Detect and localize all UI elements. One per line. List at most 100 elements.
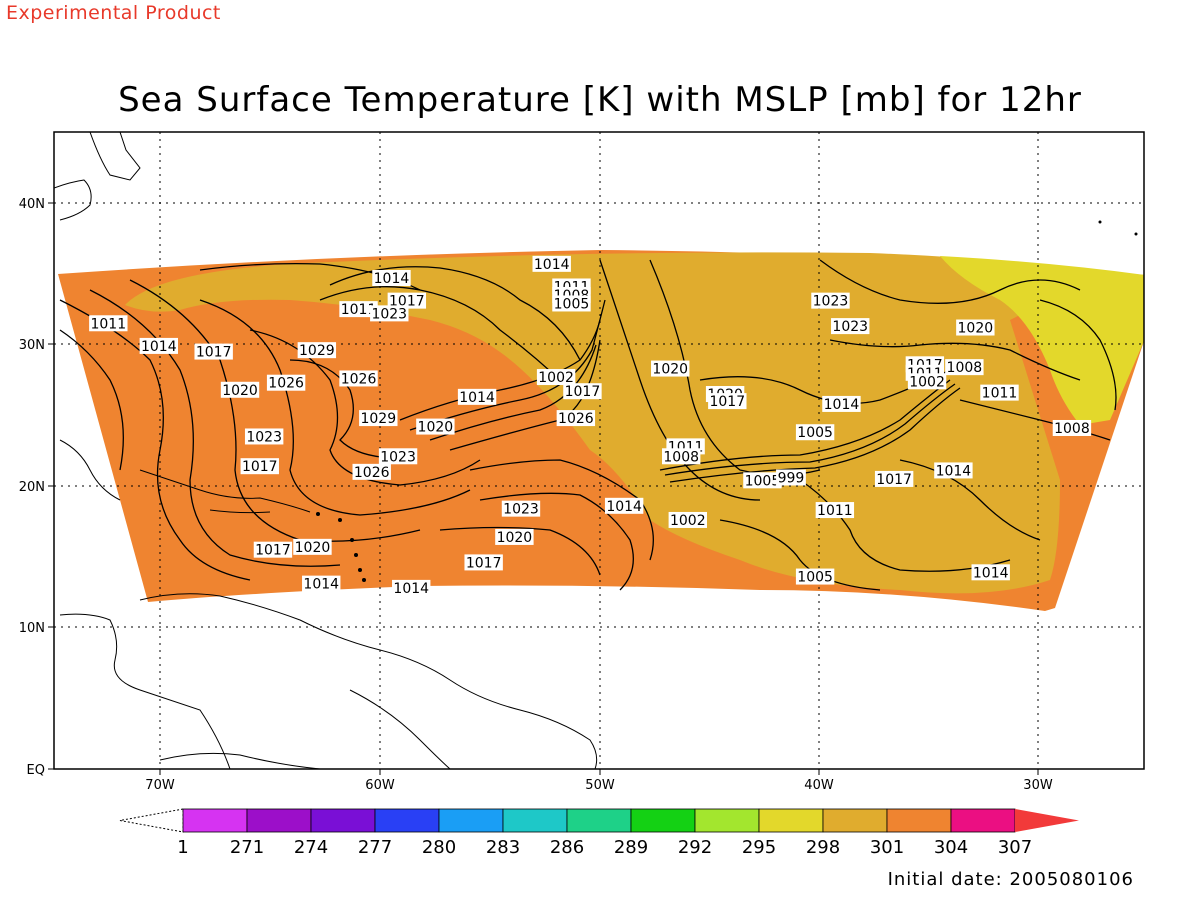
- isobar-label-bg: [776, 469, 806, 486]
- isobar-label-text: 1026: [341, 371, 377, 387]
- isobar-label-bg: [668, 511, 707, 528]
- colorbar-label: 283: [486, 837, 520, 858]
- isobar-label: 1014: [822, 395, 861, 413]
- isobar-label-text: 1026: [354, 465, 390, 481]
- colorbar-label: 289: [614, 837, 648, 858]
- colorbar-segment: [438, 808, 504, 833]
- isobar-label: 1005: [743, 472, 782, 489]
- isobar-label: 1023: [501, 500, 541, 518]
- isobar-label: 1023: [831, 318, 870, 335]
- sst-field-mid: [125, 252, 1100, 594]
- isobar-label-bg: [980, 384, 1019, 401]
- lat-tick-label: 10N: [19, 621, 45, 636]
- isobar-label: 1026: [339, 370, 378, 387]
- lat-tick-label: EQ: [27, 763, 45, 778]
- isobar-label-text: 1026: [268, 376, 304, 392]
- isobar-label-text: 1005: [554, 296, 590, 312]
- isobar-label-text: 1023: [832, 319, 868, 335]
- lat-tick-label: 40N: [19, 197, 45, 212]
- isobar-label-bg: [743, 472, 782, 489]
- isobar-label-bg: [945, 359, 984, 376]
- isobar-label-text: 1020: [295, 540, 331, 556]
- axis-ticks: [48, 202, 1039, 775]
- isobar-label-bg: [392, 579, 431, 596]
- isobar-label: 1020: [293, 538, 332, 556]
- colorbar-segment: [502, 808, 568, 833]
- isobar-label-text: 1011: [341, 302, 377, 318]
- isobar-label-text: 1023: [503, 502, 539, 518]
- isobar-label: 1002: [668, 511, 707, 529]
- isobar-label-text: 999: [778, 471, 805, 487]
- isobar-label-text: 1014: [534, 257, 570, 273]
- isobar-label: 1023: [378, 448, 418, 465]
- isobar-label-bg: [501, 500, 541, 517]
- isobar-label-bg: [1052, 419, 1092, 436]
- lon-tick-labels: 70W 60W 50W 40W 30W: [145, 778, 1053, 793]
- isobar-label-bg: [139, 337, 179, 354]
- colorbar-segment: [182, 808, 248, 833]
- initial-date: Initial date: 2005080106: [887, 869, 1134, 890]
- isobar-label-bg: [359, 410, 398, 427]
- isobar-label-bg: [244, 428, 284, 445]
- isobar-label: 1008: [1052, 419, 1092, 437]
- colorbar-label: 304: [934, 837, 968, 858]
- isobar-label-text: 1020: [222, 383, 258, 399]
- colorbar-segment: [758, 808, 824, 833]
- lon-tick-label: 70W: [145, 778, 175, 793]
- isobar-label-bg: [831, 318, 870, 335]
- isobar-label: 1014: [604, 497, 644, 515]
- isobar-label-bg: [194, 343, 233, 360]
- lat-tick-label: 20N: [19, 480, 45, 495]
- sst-field-cool: [940, 256, 1144, 425]
- isobar-label-bg: [552, 295, 591, 312]
- isobar-label-bg: [651, 360, 690, 377]
- isobar-label: 1023: [370, 305, 409, 322]
- isobar-label-text: 1026: [558, 411, 594, 427]
- isobar-label-text: 1005: [797, 425, 833, 441]
- isobar-label-text: 1008: [1054, 421, 1090, 437]
- colorbar-segment: [950, 808, 1016, 833]
- isobar-label-text: 1002: [670, 513, 706, 529]
- isobar-label-text: 1020: [652, 362, 688, 378]
- isobar-label-text: 1014: [303, 577, 339, 593]
- coastlines: [54, 132, 598, 769]
- isobar-label: 1002: [907, 373, 947, 390]
- isobar-label: 1029: [359, 410, 398, 427]
- experimental-product-label: Experimental Product: [6, 2, 221, 24]
- isobar-label-text: 1017: [466, 555, 502, 571]
- isobar-label-bg: [662, 448, 701, 465]
- isobar-label: 1002: [536, 369, 576, 386]
- colorbar-segment: [822, 808, 888, 833]
- isobar-label: 1020: [416, 418, 455, 436]
- isobar-label-text: 1023: [371, 306, 407, 322]
- colorbar-left-arrow: [119, 808, 184, 833]
- isobar-label-bg: [266, 374, 306, 391]
- isobar-label: 1014: [532, 255, 571, 273]
- isobar-label: 1026: [556, 410, 596, 427]
- isobar-label: 1023: [244, 428, 284, 445]
- isobar-label-text: 1017: [709, 394, 745, 410]
- islands: [316, 220, 1138, 582]
- isobar-label: 1005: [795, 568, 835, 586]
- isobar-label: 1008: [945, 359, 984, 376]
- isobar-label-text: 1008: [663, 449, 699, 465]
- isobar-label-text: 1014: [393, 581, 429, 597]
- colorbar-label: 1: [177, 837, 188, 858]
- isobar-label: 1023: [811, 292, 850, 310]
- isobar-label-bg: [795, 424, 835, 441]
- isobar-label-text: 1020: [418, 420, 454, 436]
- colorbar-segment: [310, 808, 376, 833]
- isobar-label-bg: [822, 395, 861, 412]
- colorbar-label: 277: [358, 837, 392, 858]
- isobar-label: 1029: [297, 342, 337, 359]
- isobar-label: 1020: [956, 319, 995, 337]
- isobar-label-bg: [297, 342, 337, 359]
- isobar-label-text: 1023: [813, 294, 849, 310]
- isobar-label: 1014: [302, 575, 341, 593]
- isobar-label-bg: [339, 370, 378, 387]
- isobar-label-bg: [811, 292, 850, 309]
- isobar-label-bg: [89, 315, 128, 332]
- isobar-label-text: 1014: [374, 271, 410, 287]
- lat-tick-labels: 40N 30N 20N 10N EQ: [19, 197, 45, 778]
- isobar-label: 1017: [194, 343, 233, 361]
